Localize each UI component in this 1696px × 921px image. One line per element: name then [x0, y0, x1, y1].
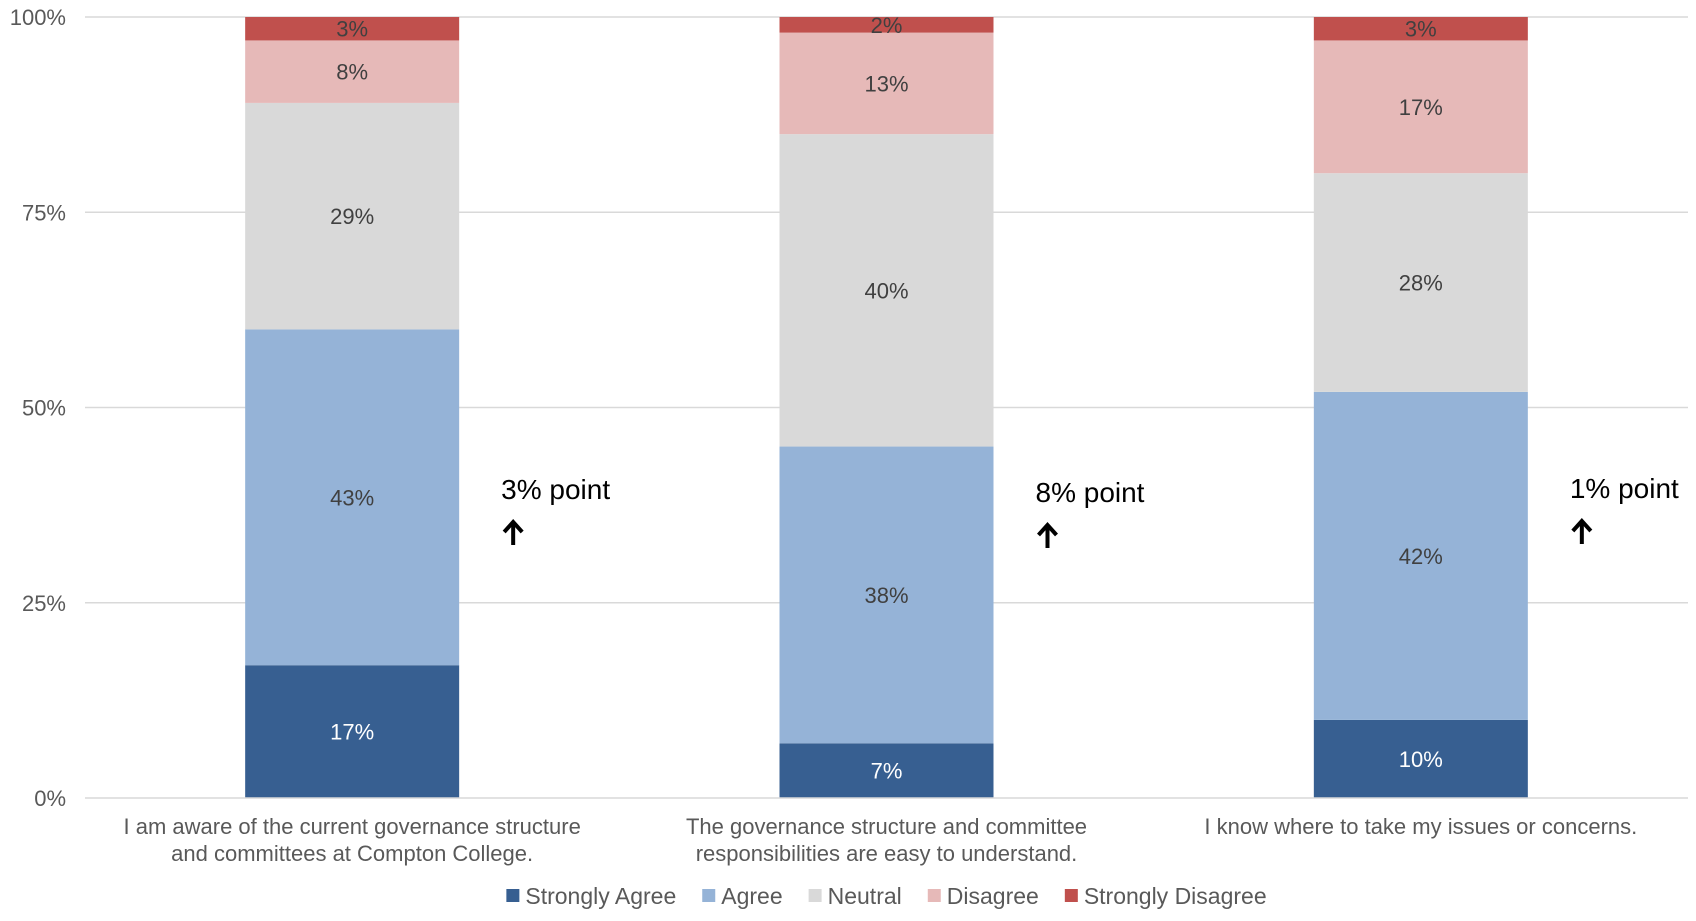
- bar-segment-neutral-1: [779, 134, 994, 447]
- bar-segment-strongly-agree-1: [779, 743, 994, 798]
- bar-segment-disagree-2: [1313, 40, 1528, 174]
- annotation-text-0: 3% point: [501, 474, 610, 505]
- category-label-2: I know where to take my issues or concer…: [1204, 814, 1637, 839]
- annotation-text-2: 1% point: [1570, 473, 1679, 504]
- y-tick-label-25: 25%: [22, 591, 66, 616]
- bar-segment-disagree-0: [245, 40, 460, 103]
- data-label-neutral-1: 40%: [864, 278, 908, 303]
- y-tick-label-75: 75%: [22, 200, 66, 225]
- bar-segment-agree-1: [779, 446, 994, 744]
- data-label-agree-2: 42%: [1399, 544, 1443, 569]
- bar-segment-strongly-agree-0: [245, 665, 460, 798]
- legend-swatch-strongly-agree: [506, 889, 520, 902]
- legend-swatch-agree: [702, 889, 716, 902]
- up-arrow-icon: [1571, 518, 1593, 544]
- data-label-agree-0: 43%: [330, 485, 374, 510]
- data-label-strongly-disagree-0: 3%: [336, 17, 368, 42]
- legend-label-strongly-disagree: Strongly Disagree: [1084, 883, 1267, 909]
- up-arrow-icon: [1037, 522, 1058, 548]
- category-labels: I am aware of the current governance str…: [123, 814, 1637, 866]
- data-label-disagree-1: 13%: [864, 71, 908, 96]
- bars: 17% 43% 29% 8% 3% 7% 38% 40% 13% 2% 10% 42% 28% 17% 3%: [245, 13, 1528, 798]
- data-label-strongly-agree-1: 7%: [871, 759, 903, 784]
- legend-label-neutral: Neutral: [828, 883, 902, 909]
- y-tick-label-100: 100%: [10, 5, 66, 30]
- data-label-disagree-0: 8%: [336, 60, 368, 85]
- legend-swatch-strongly-disagree: [1064, 889, 1078, 902]
- bar-segment-strongly-disagree-1: [779, 17, 994, 33]
- up-arrow-icon: [502, 519, 524, 545]
- bar-segment-neutral-0: [245, 102, 460, 330]
- data-label-strongly-disagree-2: 3%: [1405, 17, 1437, 42]
- data-label-neutral-0: 29%: [330, 204, 374, 229]
- legend-label-disagree: Disagree: [947, 883, 1039, 909]
- data-label-neutral-2: 28%: [1399, 271, 1443, 296]
- legend-label-agree: Agree: [721, 883, 782, 909]
- legend: Strongly Agree Agree Neutral Disagree Strong…: [506, 883, 1267, 909]
- bar-segment-neutral-2: [1313, 173, 1528, 392]
- legend-swatch-neutral: [808, 889, 822, 902]
- bar-segment-strongly-disagree-0: [245, 17, 460, 41]
- bar-segment-disagree-1: [779, 32, 994, 135]
- data-label-strongly-agree-0: 17%: [330, 720, 374, 745]
- y-axis-ticks: 0% 25% 50% 75% 100%: [10, 5, 66, 811]
- legend-swatch-disagree: [927, 889, 941, 902]
- legend-label-strongly-agree: Strongly Agree: [525, 883, 676, 909]
- data-label-strongly-disagree-1: 2%: [871, 13, 903, 38]
- y-tick-label-0: 0%: [34, 786, 66, 811]
- annotation-text-1: 8% point: [1036, 477, 1145, 508]
- category-label-0: I am aware of the current governance str…: [123, 814, 580, 866]
- data-label-agree-1: 38%: [864, 583, 908, 608]
- bar-segment-agree-0: [245, 329, 460, 666]
- data-label-disagree-2: 17%: [1399, 95, 1443, 120]
- data-label-strongly-agree-2: 10%: [1399, 747, 1443, 772]
- annotations: 3% point 8% point 1% point: [501, 473, 1679, 548]
- bar-segment-agree-2: [1313, 391, 1528, 720]
- bar-segment-strongly-agree-2: [1313, 719, 1528, 798]
- bar-segment-strongly-disagree-2: [1313, 17, 1528, 41]
- category-label-1: The governance structure and committee re…: [686, 814, 1087, 866]
- y-tick-label-50: 50%: [22, 396, 66, 421]
